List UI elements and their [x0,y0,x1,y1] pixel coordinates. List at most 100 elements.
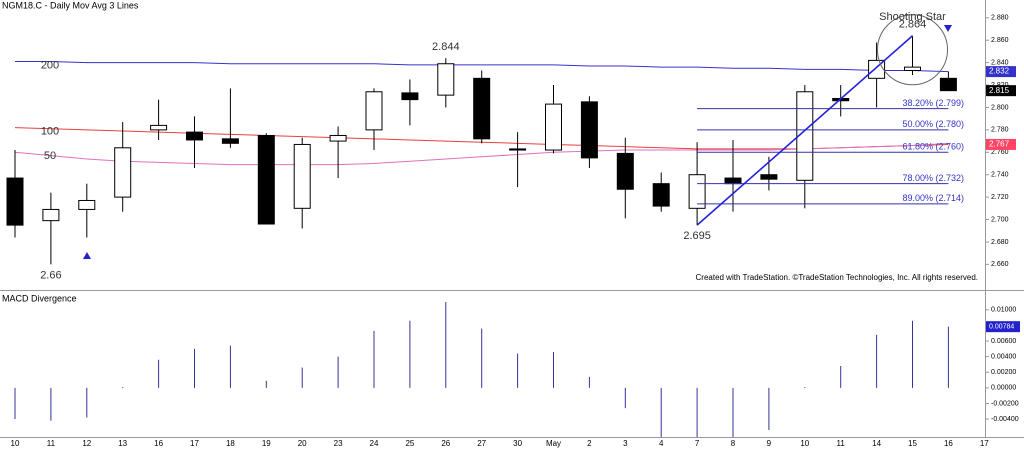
x-tick-label: 25 [405,439,414,448]
y-tick-label: 2.780 [991,127,1009,134]
x-tick-label: 18 [226,439,235,448]
candle-body [401,92,419,101]
candle-body [760,174,778,180]
x-tick-label: 8 [731,439,736,448]
x-tick-label: 30 [513,439,522,448]
candle-body [257,134,275,225]
highlight-circle [877,14,948,86]
ma-label: 100 [41,126,59,138]
y-tick-label: 0.00000 [991,385,1016,392]
candle-body [509,148,527,151]
x-tick-label: 16 [944,439,953,448]
price-tag-label: 2.815 [989,86,1010,95]
macd-tag [986,321,1020,333]
y-tick-label: 0.00200 [991,369,1016,376]
price-tag-label: 2.832 [989,67,1010,76]
candle-body [545,103,562,151]
x-tick-label: 27 [477,439,486,448]
chart-title: NGM18.C - Daily Mov Avg 3 Lines [2,0,139,10]
candle-body [724,177,742,185]
candle-body [186,131,203,141]
x-tick-label: 11 [837,439,846,448]
candle-body [473,77,491,140]
x-tick-label: 10 [11,439,20,448]
x-tick-label: 3 [623,439,628,448]
y-tick-label: 0.00600 [991,338,1016,345]
x-tick-label: 10 [800,439,809,448]
price-label: 2.695 [683,230,711,242]
candle-body [329,134,347,142]
candle-body [150,124,168,131]
x-tick-label: 2 [587,439,592,448]
price-tag [986,66,1016,78]
moving-average [14,142,949,166]
moving-average [15,61,949,73]
y-tick-label: 2.840 [991,59,1009,66]
up-arrow [83,252,91,259]
trend-line [696,35,914,226]
y-tick-label: 2.760 [991,149,1009,156]
candle-body [904,66,921,71]
candle-body [580,101,598,159]
fib-label: 78.00% (2.732) [902,173,964,183]
y-tick-label: 2.720 [991,194,1009,201]
down-arrow [944,25,952,32]
ma-label: 200 [41,59,59,71]
x-tick-label: 15 [908,439,917,448]
x-tick-label: 11 [47,439,56,448]
y-tick-label: 2.740 [991,172,1009,179]
y-tick-label: 2.860 [991,37,1009,44]
candle-body [437,63,455,96]
x-tick-label: 14 [872,439,881,448]
x-tick-label: 13 [118,439,127,448]
ma-label: 50 [44,150,56,162]
y-tick-label: -0.00400 [991,416,1019,423]
fib-label: 89.00% (2.714) [902,193,964,203]
y-tick-label: 2.660 [991,261,1009,268]
candle-body [688,174,706,209]
fib-label: 38.20% (2.799) [902,98,964,108]
y-tick-label: 2.800 [991,104,1009,111]
x-tick-label: 23 [334,439,343,448]
x-tick-label: 12 [82,439,91,448]
candle-body [293,143,311,209]
candle-body [616,152,634,190]
x-tick-label: 20 [298,439,307,448]
candle-body [78,199,96,210]
x-tick-label: 16 [154,439,163,448]
x-tick-label: 7 [695,439,700,448]
candle-body [652,183,670,207]
candle-body [42,208,60,222]
y-tick-label: 2.680 [991,239,1009,246]
x-tick-label: 4 [659,439,664,448]
price-label: 2.864 [899,19,927,31]
x-tick-label: 26 [441,439,450,448]
price-tag-label: 2.767 [989,140,1010,149]
x-tick-label: 17 [190,439,199,448]
price-tag [986,138,1016,150]
y-tick-label: 2.700 [991,216,1009,223]
candle-body [796,91,814,181]
y-tick-label: 2.880 [991,15,1009,22]
y-tick-label: -0.00200 [991,400,1019,407]
x-tick-label: 24 [370,439,379,448]
fib-label: 61.80% (2.760) [902,142,964,152]
y-tick-label: 0.01000 [991,307,1016,314]
price-label: 2.66 [40,269,61,281]
x-tick-label: May [546,439,561,448]
candle-body [114,147,132,198]
y-tick-label: 0.00400 [991,353,1016,360]
price-label: 2.844 [432,41,460,53]
candle-body [365,91,383,131]
credit: Created with TradeStation. ©TradeStation… [696,273,979,282]
fib-label: 50.00% (2.780) [902,119,964,129]
x-tick-label: 9 [767,439,772,448]
x-tick-label: 19 [262,439,271,448]
macd-tag-label: 0.00784 [989,324,1014,331]
candle-body [6,177,24,226]
x-tick-label: 17 [980,439,989,448]
annotation: Shooting Star [879,11,946,23]
candle-body [939,77,957,92]
